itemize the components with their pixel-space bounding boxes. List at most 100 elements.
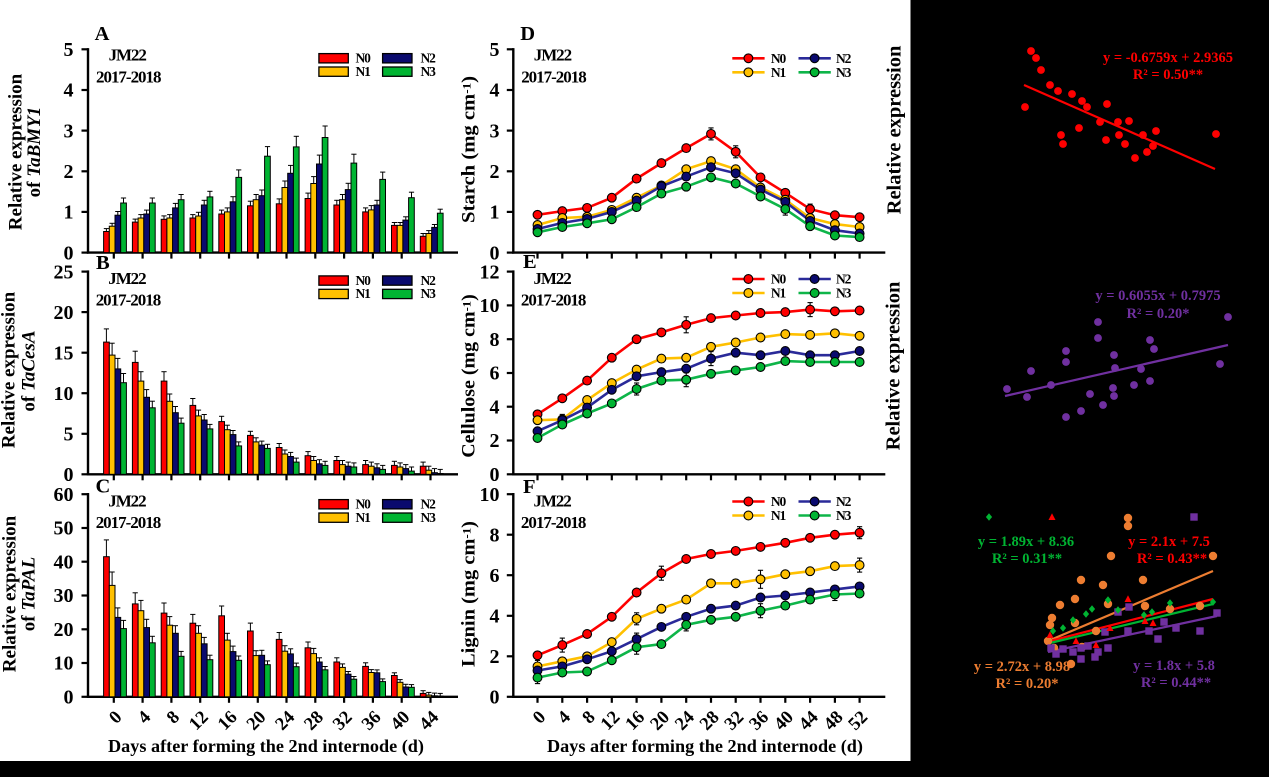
svg-text:R² = 0.31**: R² = 0.31**	[992, 551, 1062, 567]
svg-text:D: D	[520, 23, 535, 45]
svg-text:N0: N0	[356, 51, 372, 66]
svg-text:N1: N1	[771, 65, 787, 80]
svg-text:Days after forming the 2nd int: Days after forming the 2nd internode (d)	[108, 736, 424, 757]
svg-text:R² = 0.43**: R² = 0.43**	[1137, 551, 1207, 567]
svg-text:JM22: JM22	[534, 269, 572, 288]
svg-text:Relative expression: Relative expression	[884, 45, 906, 214]
svg-text:6: 6	[490, 565, 500, 587]
svg-text:0: 0	[64, 687, 74, 709]
svg-text:2: 2	[490, 161, 500, 183]
svg-text:N2: N2	[836, 51, 852, 66]
svg-text:Lignin (mg cm-1): Lignin (mg cm-1)	[459, 521, 480, 667]
svg-text:R² = 0.20*: R² = 0.20*	[1127, 306, 1190, 322]
svg-text:6: 6	[490, 363, 500, 385]
svg-text:N1: N1	[356, 64, 372, 79]
svg-text:N2: N2	[421, 51, 437, 66]
svg-text:N1: N1	[771, 286, 787, 301]
svg-text:R² = 0.20*: R² = 0.20*	[996, 676, 1059, 692]
svg-text:2: 2	[64, 161, 74, 183]
svg-text:N1: N1	[356, 286, 372, 301]
svg-text:N3: N3	[836, 65, 852, 80]
svg-text:20: 20	[54, 302, 74, 324]
svg-text:0: 0	[64, 242, 74, 264]
svg-text:R² = 0.44**: R² = 0.44**	[1141, 675, 1211, 691]
svg-text:0: 0	[490, 464, 500, 486]
svg-text:y = 2.72x + 8.98: y = 2.72x + 8.98	[974, 659, 1070, 675]
svg-text:N2: N2	[836, 494, 852, 509]
svg-text:N3: N3	[836, 508, 852, 523]
svg-text:JM22: JM22	[534, 46, 572, 65]
svg-text:2017-2018: 2017-2018	[521, 291, 587, 310]
svg-text:JM22: JM22	[534, 491, 572, 510]
svg-text:R² = 0.50**: R² = 0.50**	[1133, 67, 1203, 83]
svg-text:2: 2	[490, 430, 500, 452]
svg-text:50: 50	[54, 518, 74, 540]
svg-text:y = 2.1x + 7.5: y = 2.1x + 7.5	[1128, 534, 1210, 550]
svg-text:N3: N3	[421, 286, 437, 301]
svg-text:5: 5	[490, 39, 500, 61]
svg-text:N0: N0	[356, 497, 372, 512]
svg-text:10: 10	[54, 383, 74, 405]
svg-text:N1: N1	[771, 508, 787, 523]
svg-text:2017-2018: 2017-2018	[96, 291, 162, 310]
svg-text:1: 1	[490, 202, 500, 224]
svg-text:4: 4	[490, 396, 500, 418]
svg-text:N3: N3	[421, 510, 437, 525]
svg-text:8: 8	[490, 524, 500, 546]
svg-text:Relative expression: Relative expression	[0, 515, 21, 672]
svg-text:JM22: JM22	[109, 46, 147, 65]
svg-text:40: 40	[54, 551, 74, 573]
svg-text:N3: N3	[421, 64, 437, 79]
svg-text:2017-2018: 2017-2018	[96, 68, 162, 87]
svg-text:25: 25	[54, 261, 74, 283]
svg-text:Relative expression: Relative expression	[883, 281, 905, 450]
svg-text:0: 0	[490, 687, 500, 709]
svg-text:N0: N0	[771, 494, 787, 509]
svg-text:Cellulose (mg cm-1): Cellulose (mg cm-1)	[459, 294, 480, 458]
svg-text:1: 1	[64, 202, 74, 224]
svg-text:0: 0	[490, 242, 500, 264]
svg-text:4: 4	[490, 80, 500, 102]
svg-text:of TaCesA: of TaCesA	[18, 330, 39, 411]
svg-text:JM22: JM22	[108, 491, 146, 510]
svg-text:N0: N0	[356, 273, 372, 288]
svg-text:12: 12	[480, 261, 500, 283]
svg-text:10: 10	[480, 295, 500, 317]
svg-text:10: 10	[54, 653, 74, 675]
svg-text:3: 3	[64, 120, 74, 142]
svg-text:3: 3	[490, 120, 500, 142]
svg-text:N3: N3	[836, 286, 852, 301]
svg-text:N0: N0	[771, 272, 787, 287]
svg-text:2: 2	[490, 646, 500, 668]
svg-text:5: 5	[64, 39, 74, 61]
svg-text:y = 0.6055x + 0.7975: y = 0.6055x + 0.7975	[1095, 288, 1220, 304]
svg-text:N2: N2	[421, 273, 437, 288]
svg-text:8: 8	[490, 329, 500, 351]
svg-text:5: 5	[64, 424, 74, 446]
svg-text:2017-2018: 2017-2018	[96, 513, 162, 532]
svg-text:y = -0.6759x + 2.9365: y = -0.6759x + 2.9365	[1103, 50, 1233, 66]
svg-text:60: 60	[54, 484, 74, 506]
svg-text:2017-2018: 2017-2018	[521, 68, 587, 87]
svg-text:N2: N2	[421, 497, 437, 512]
svg-text:30: 30	[54, 585, 74, 607]
svg-text:10: 10	[480, 484, 500, 506]
svg-text:A: A	[95, 23, 110, 45]
svg-text:y = 1.8x + 5.8: y = 1.8x + 5.8	[1133, 658, 1215, 674]
svg-text:E: E	[523, 251, 537, 273]
svg-text:of TaBMY1: of TaBMY1	[24, 107, 45, 198]
svg-text:of TaPAL: of TaPAL	[19, 557, 40, 631]
svg-text:C: C	[96, 475, 111, 497]
svg-text:N0: N0	[771, 51, 787, 66]
svg-text:4: 4	[64, 80, 74, 102]
svg-text:JM22: JM22	[108, 269, 146, 288]
svg-text:F: F	[523, 476, 536, 498]
svg-text:Days after forming the 2nd int: Days after forming the 2nd internode (d)	[547, 736, 863, 757]
svg-text:N2: N2	[836, 272, 852, 287]
svg-text:Relative expression: Relative expression	[6, 73, 27, 230]
svg-text:N1: N1	[356, 510, 372, 525]
svg-text:Starch (mg cm-1): Starch (mg cm-1)	[459, 76, 480, 223]
svg-text:Relative expression: Relative expression	[0, 291, 20, 448]
svg-text:0: 0	[64, 464, 74, 486]
svg-text:20: 20	[54, 619, 74, 641]
